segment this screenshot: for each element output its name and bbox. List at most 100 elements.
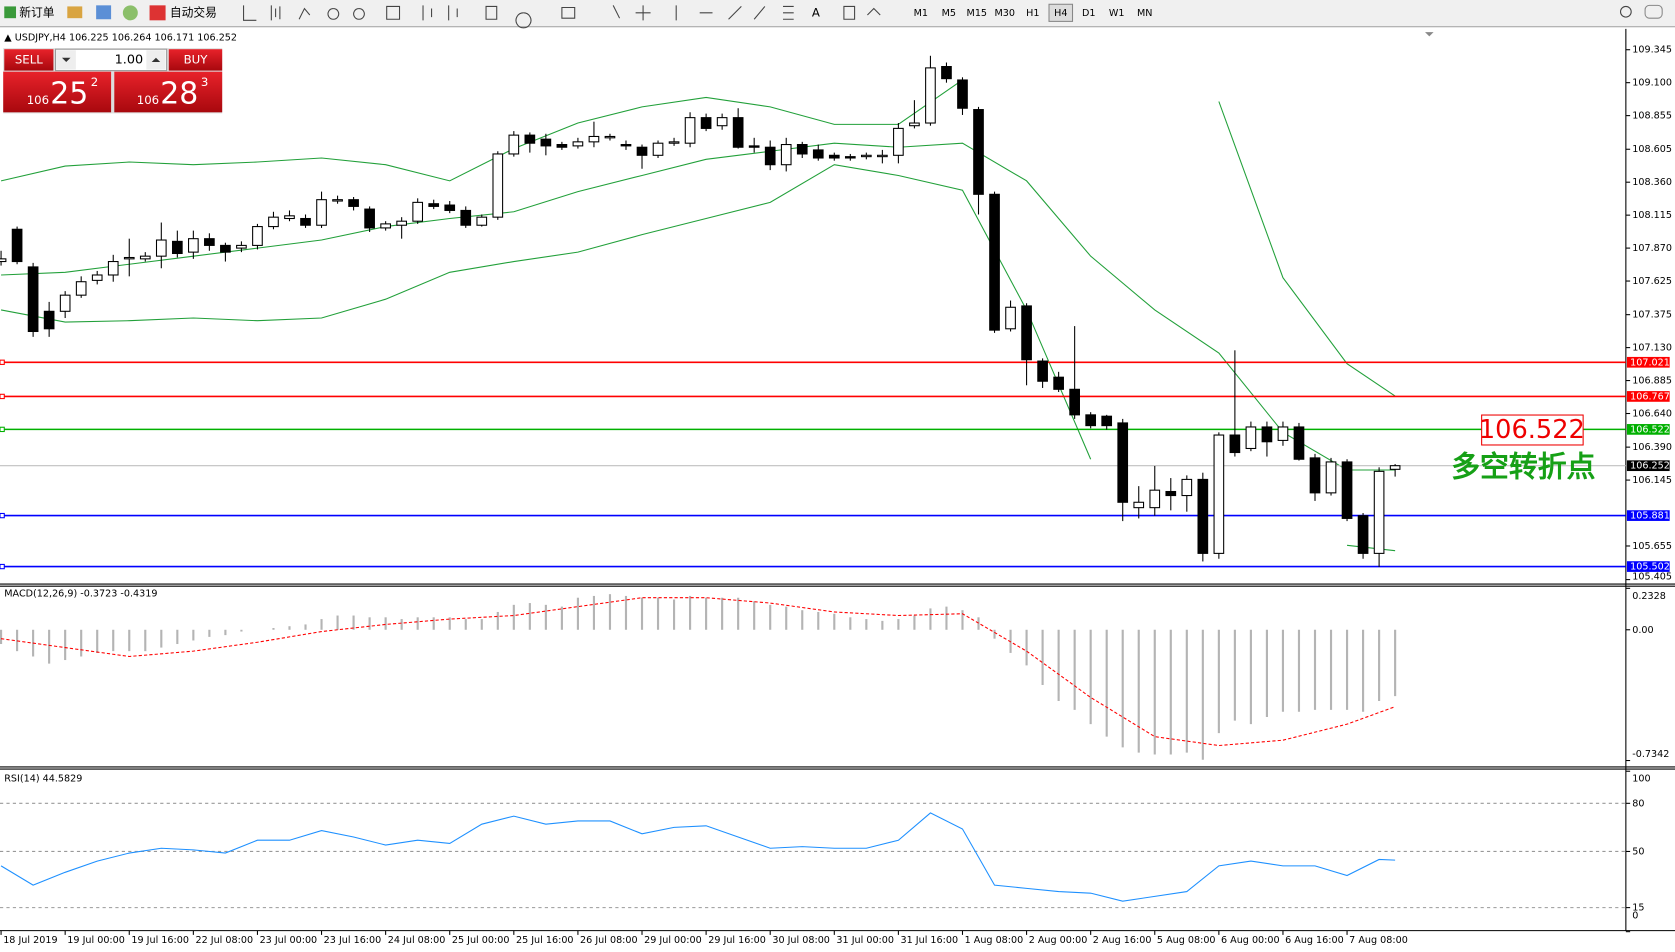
x-tick-label: 29 Jul 00:00 <box>644 935 702 946</box>
timeframe-button[interactable]: MN <box>1137 8 1152 19</box>
high: 106.264 <box>112 32 152 43</box>
text-tool[interactable]: A <box>812 5 820 19</box>
indicator-name: RSI(14) <box>4 774 39 785</box>
icon[interactable] <box>122 5 138 21</box>
x-tick-label: 2 Aug 00:00 <box>1029 935 1088 946</box>
candle-body <box>1117 422 1129 503</box>
candle-body <box>412 201 424 222</box>
candle-body <box>957 79 968 109</box>
candle-body <box>332 199 343 202</box>
new-order-button[interactable]: 新订单 <box>19 5 54 19</box>
candle-body <box>123 256 135 260</box>
timeframe-button[interactable]: M5 <box>942 8 956 19</box>
sell-button[interactable] <box>4 49 54 71</box>
candle-body <box>348 199 359 207</box>
icon-strokes <box>243 5 881 29</box>
level-label-bg <box>1626 510 1670 521</box>
lots-value[interactable]: 1.00 <box>115 52 144 67</box>
y-tick-label: 106.390 <box>1632 442 1672 453</box>
y-tick-label: 100 <box>1632 774 1650 785</box>
y-tick-label: 15 <box>1632 903 1644 914</box>
y-tick-label: 107.130 <box>1632 343 1672 354</box>
y-tick-label: 108.855 <box>1632 111 1672 122</box>
bollinger-band <box>1 142 1396 471</box>
trade-panel: SELL 1.00 BUY 106 25 2 106 28 3 <box>3 48 223 114</box>
buy-button[interactable] <box>168 49 223 71</box>
buy-label[interactable]: BUY <box>184 52 209 66</box>
x-tick-label: 6 Aug 00:00 <box>1221 935 1280 946</box>
x-tick-label: 5 Aug 08:00 <box>1157 935 1216 946</box>
candle-body <box>171 240 183 255</box>
close: 106.252 <box>197 32 237 43</box>
candle-body <box>444 204 456 211</box>
auto-trading-button[interactable]: 自动交易 <box>170 5 217 19</box>
x-tick-label: 24 Jul 08:00 <box>388 935 446 946</box>
search-icon[interactable] <box>1619 5 1632 18</box>
candle-body <box>1245 426 1257 450</box>
candle-body <box>236 244 247 249</box>
y-tick-label: 106.145 <box>1632 475 1672 486</box>
auto-trading-icon[interactable] <box>149 5 166 21</box>
y-tick-label: -0.7342 <box>1632 749 1669 760</box>
shift-marker <box>1425 32 1434 37</box>
x-tick-label: 2 Aug 16:00 <box>1093 935 1152 946</box>
arrow-down <box>61 57 71 63</box>
candle-body <box>0 258 7 263</box>
open: 106.225 <box>69 32 109 43</box>
x-tick-label: 6 Aug 16:00 <box>1285 935 1344 946</box>
candle-body <box>716 117 728 127</box>
x-tick-label: 25 Jul 00:00 <box>452 935 510 946</box>
chat-icon[interactable] <box>1644 4 1663 19</box>
candle-body <box>204 238 215 246</box>
y-tick-label: 0 <box>1632 911 1638 922</box>
candle-body <box>188 238 199 253</box>
level-handle <box>0 393 5 400</box>
x-tick-label: 23 Jul 00:00 <box>260 935 318 946</box>
candle-body <box>1165 490 1177 497</box>
icon[interactable] <box>67 6 83 19</box>
x-tick-label: 18 Jul 2019 <box>3 935 57 946</box>
y-tick-label: 108.360 <box>1632 177 1672 188</box>
candle-body <box>91 274 103 281</box>
toolbar <box>0 0 1675 27</box>
candle-body <box>652 142 664 156</box>
candle-body <box>732 117 744 148</box>
current-price-bg <box>1626 460 1670 472</box>
level-handle <box>0 563 5 570</box>
active-timeframe <box>1048 3 1074 22</box>
candle-body <box>460 209 472 226</box>
timeframe-button[interactable]: M15 <box>967 8 988 19</box>
x-tick-label: 7 Aug 08:00 <box>1349 935 1408 946</box>
icon[interactable] <box>96 5 112 20</box>
candle-body <box>1197 478 1209 554</box>
y-tick-label: 0.2328 <box>1632 591 1666 602</box>
x-tick-label: 31 Jul 00:00 <box>836 935 894 946</box>
candle-body <box>380 223 391 229</box>
timeframe-button[interactable]: H4 <box>1054 8 1067 19</box>
timeframe-button[interactable]: H1 <box>1026 8 1039 19</box>
ask-box[interactable] <box>114 71 223 113</box>
candle-body <box>1021 305 1032 361</box>
new-order-icon[interactable] <box>4 6 17 19</box>
lots-input[interactable] <box>55 48 168 72</box>
timeframe-button[interactable]: M30 <box>995 8 1016 19</box>
level-label-bg <box>1626 356 1670 368</box>
candle-body <box>492 153 504 218</box>
y-tick-label: 50 <box>1632 846 1644 857</box>
level-label: 105.881 <box>1630 511 1670 522</box>
level-label: 105.502 <box>1630 562 1670 573</box>
timeframe-button[interactable]: D1 <box>1082 8 1096 19</box>
candle-body <box>1181 478 1193 497</box>
ask-main: 28 <box>160 77 198 112</box>
sell-label[interactable]: SELL <box>15 52 43 66</box>
current-price-label: 106.252 <box>1630 461 1670 472</box>
candle-body <box>1325 461 1337 494</box>
timeframe-button[interactable]: M1 <box>914 8 928 19</box>
y-tick-label: 107.375 <box>1632 310 1672 321</box>
rsi-line <box>0 812 1396 902</box>
timeframe-button[interactable]: W1 <box>1109 8 1125 19</box>
candle-body <box>508 134 520 155</box>
bid-box[interactable] <box>3 71 112 113</box>
x-tick-label: 29 Jul 16:00 <box>708 935 766 946</box>
macd-header: MACD(12,26,9) -0.3723 -0.4319 <box>4 589 157 600</box>
